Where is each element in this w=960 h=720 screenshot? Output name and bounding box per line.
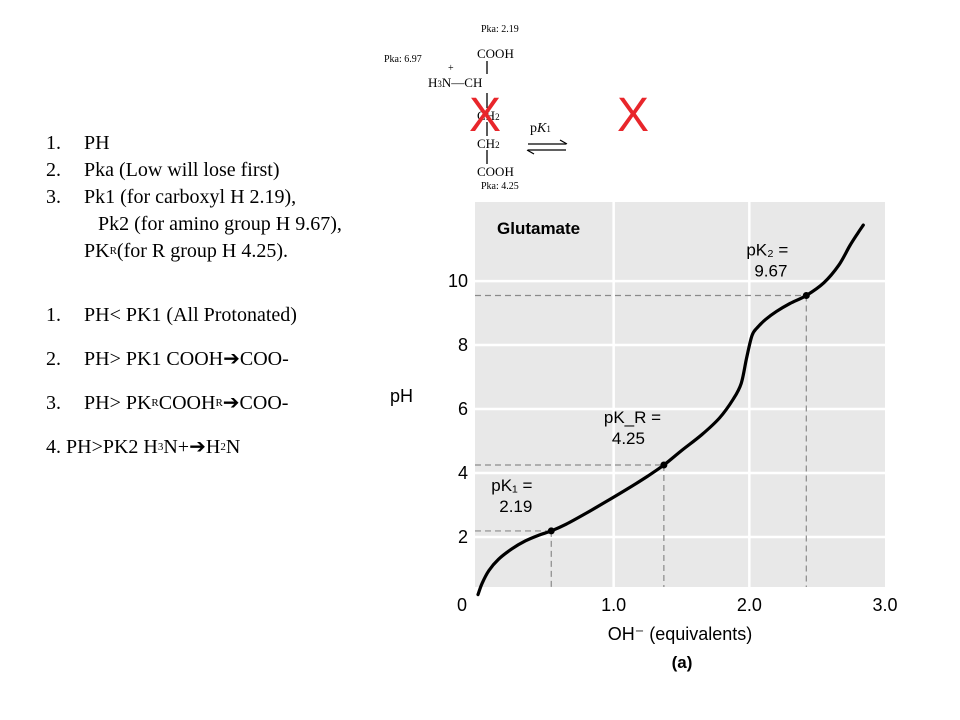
list2-item-1: 1. PH< PK1 (All Protonated) — [46, 302, 342, 329]
list1-item-2: 2. Pka (Low will lose first) — [46, 157, 342, 184]
amino-post: N—CH — [441, 75, 483, 90]
guide-lines — [475, 294, 807, 587]
pkr-post: (for R group H 4.25). — [116, 240, 289, 262]
ch2-first: CH2 — [477, 108, 500, 124]
pka-top-note: Pka: 2.19 — [481, 24, 519, 35]
amino-pre: H — [428, 75, 438, 90]
spacer — [46, 373, 342, 390]
x-axis-ticks: 0 1.0 2.0 3.0 — [457, 595, 898, 615]
list-number: 3. — [46, 186, 61, 208]
ch2-sub: 2 — [495, 112, 500, 122]
list-text-post: COO- — [239, 348, 289, 370]
structure-bonds — [486, 61, 568, 164]
x-tick-label: 0 — [457, 595, 467, 615]
list2-item-3: 3. PH> PK R COOH R ➔ COO- — [46, 390, 342, 417]
notes-panel: 1. PH 2. Pka (Low will lose first) 3. Pk… — [46, 130, 342, 461]
arrow-icon — [559, 139, 568, 145]
x-tick-label: 3.0 — [872, 595, 897, 615]
pka-point — [660, 461, 668, 469]
list-text-post: COO- — [239, 392, 289, 414]
pkr-line: PK R (for R group H 4.25). — [46, 238, 342, 265]
ch2-pre: CH — [477, 108, 496, 123]
pka-label-line1: pK₂ = — [746, 240, 788, 259]
x-axis-label: OH⁻ (equivalents) — [608, 624, 753, 644]
pkr-pre: PK — [84, 240, 110, 262]
list-text-mid2: H — [205, 436, 221, 458]
spacer — [46, 265, 342, 302]
list-number: 1. — [46, 304, 61, 326]
pka-point — [802, 291, 810, 299]
pk2-line: Pk2 (for amino group H 9.67), — [46, 211, 342, 238]
list-sub: R — [215, 397, 223, 409]
list-sub: 3 — [157, 441, 164, 453]
pk2-text: Pk2 (for amino group H 9.67), — [98, 213, 342, 235]
list1-item-3: 3. Pk1 (for carboxyl H 2.19), — [46, 184, 342, 211]
arrow-icon: ➔ — [222, 392, 240, 414]
list2-item-2: 2. PH> PK1 COOH ➔ COO- — [46, 346, 342, 373]
y-tick-label: 8 — [458, 335, 468, 355]
ch2-second: CH2 — [477, 136, 500, 152]
arrow-icon: ➔ — [223, 348, 240, 370]
plot-area — [475, 202, 885, 587]
spacer — [46, 329, 342, 346]
x-tick-label: 1.0 — [601, 595, 626, 615]
list-text-pre: 4. PH>PK2 H — [46, 436, 158, 458]
list-number: 3. — [46, 392, 61, 414]
spacer — [46, 417, 342, 434]
pkr-sub: R — [109, 245, 117, 257]
y-tick-label: 6 — [458, 399, 468, 419]
pk1-label: pK1 — [530, 121, 551, 137]
pka-label-line1: pK_R = — [604, 408, 661, 427]
list-text: Pk1 (for carboxyl H 2.19), — [84, 186, 297, 208]
arrow-icon — [526, 149, 535, 155]
cooh-bottom: COOH — [477, 164, 514, 179]
list-text-post: N — [225, 436, 241, 458]
y-axis-ticks: 2 4 6 8 10 — [448, 271, 468, 547]
pka-label-line2: 4.25 — [612, 429, 645, 448]
list1-item-1: 1. PH — [46, 130, 342, 157]
ch2-pre: CH — [477, 136, 496, 151]
arrow-icon: ➔ — [189, 436, 206, 458]
cooh-top: COOH — [477, 46, 514, 61]
chart-title: Glutamate — [497, 219, 580, 238]
list-text-pre: PH> PK1 COOH — [84, 348, 224, 370]
pka-points: pK₁ = 2.19 pK_R = 4.25 pK₂ = 9.67 — [491, 240, 810, 535]
list-number: 2. — [46, 159, 61, 181]
pk1-k: K — [537, 121, 547, 136]
pk1-p: p — [530, 121, 537, 136]
plus-charge: + — [448, 63, 454, 74]
ch2-sub: 2 — [495, 140, 500, 150]
titration-chart: pK₁ = 2.19 pK_R = 4.25 pK₂ = 9.67 Glutamate 2… — [390, 202, 898, 672]
list-sub: 2 — [220, 441, 226, 453]
y-axis-label: pH — [390, 386, 413, 406]
y-tick-label: 4 — [458, 463, 468, 483]
list-sub: R — [151, 397, 159, 409]
cross-mark-left: X — [469, 89, 502, 142]
x-tick-label: 2.0 — [737, 595, 762, 615]
pk1-sub: 1 — [546, 124, 551, 134]
panel-label: (a) — [672, 653, 693, 672]
list-text: PH — [84, 132, 110, 154]
amino-sub: 3 — [437, 79, 442, 89]
pka-label-line2: 9.67 — [754, 261, 787, 280]
list-number: 2. — [46, 348, 61, 370]
list-number: 1. — [46, 132, 61, 154]
list-text-pre: PH> PK — [84, 392, 152, 414]
cross-mark-right: X — [617, 89, 650, 142]
list-text-mid: N+ — [163, 436, 190, 458]
amino-group: H3N—CH — [428, 75, 482, 91]
y-tick-label: 10 — [448, 271, 468, 291]
list-text-mid: COOH — [158, 392, 216, 414]
pka-label-line2: 2.19 — [499, 497, 532, 516]
pka-left-note: Pka: 6.97 — [384, 54, 422, 65]
grid-lines — [475, 202, 885, 587]
y-tick-label: 2 — [458, 527, 468, 547]
list-text: Pka (Low will lose first) — [84, 159, 280, 181]
pka-bottom-note: Pka: 4.25 — [481, 181, 519, 192]
pka-point — [547, 527, 555, 535]
pka-label-line1: pK₁ = — [491, 476, 532, 495]
list-text: PH< PK1 (All Protonated) — [84, 304, 297, 326]
